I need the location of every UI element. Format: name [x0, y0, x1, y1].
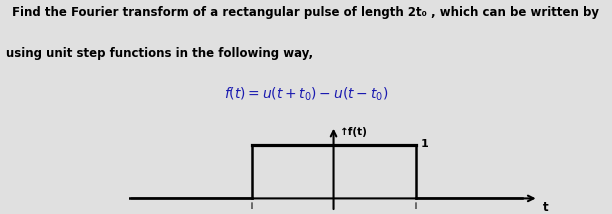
- Text: t: t: [543, 201, 548, 214]
- Text: using unit step functions in the following way,: using unit step functions in the followi…: [6, 47, 313, 60]
- Text: ↑f(t): ↑f(t): [340, 127, 368, 137]
- Text: $\mathit{f}(\mathit{t}) = \mathit{u}(\mathit{t} + \mathit{t}_0) - \mathit{u}(\ma: $\mathit{f}(\mathit{t}) = \mathit{u}(\ma…: [224, 86, 388, 103]
- Text: 1: 1: [420, 138, 428, 149]
- Text: Find the Fourier transform of a rectangular pulse of length 2t₀ , which can be w: Find the Fourier transform of a rectangu…: [12, 6, 600, 19]
